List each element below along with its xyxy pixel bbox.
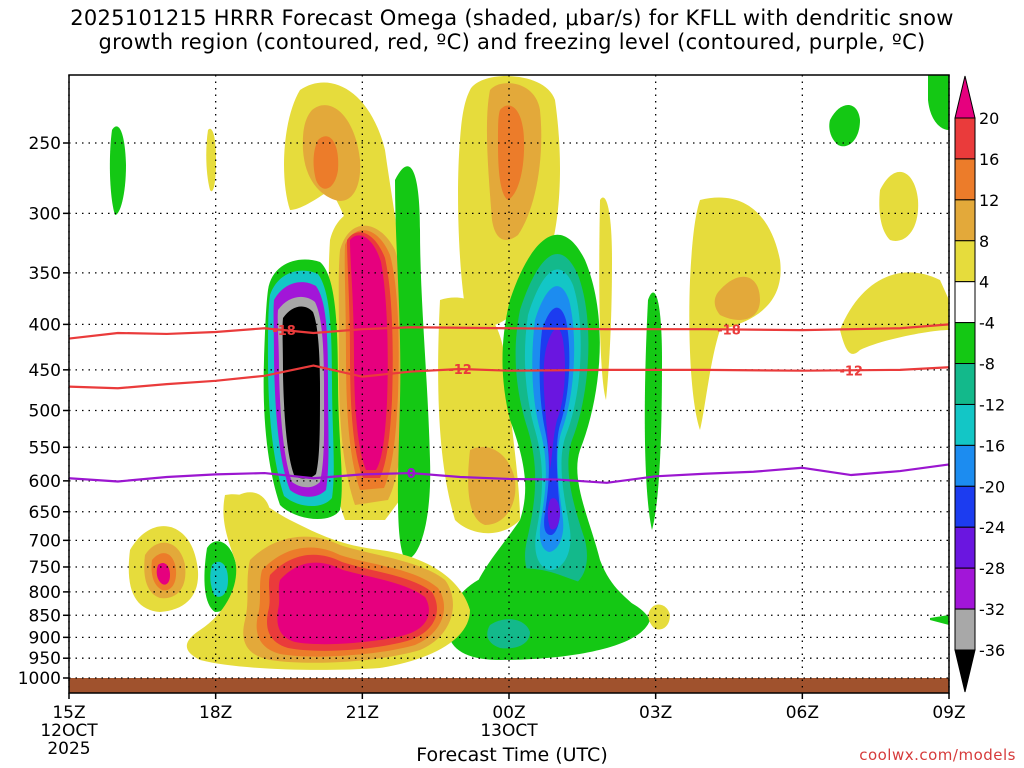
colorbar-label: -28	[979, 559, 1005, 578]
shade-ascent-column-01z	[470, 234, 640, 640]
colorbar: 20 16 12 8 4 -4 -8 -12 -16 -20 -24 -28 -32 -36	[954, 75, 1005, 693]
colorbar-label: -4	[979, 314, 995, 333]
contour-label: -18	[272, 324, 296, 339]
x-tick-label: 18Z	[199, 703, 232, 723]
shade-ascent-blob-18z-inner	[210, 561, 228, 597]
colorbar-label: 12	[979, 191, 999, 210]
shade-descent-right-upper	[840, 272, 949, 354]
y-tick-label: 600	[29, 472, 61, 492]
colorbar-swatch	[954, 199, 976, 242]
x-tick-year: 2025	[47, 739, 90, 759]
colorbar-label: -32	[979, 600, 1005, 619]
colorbar-label: 4	[979, 273, 989, 292]
contour-line	[68, 364, 950, 390]
x-tick-label: 09Z	[932, 703, 965, 723]
colorbar-label: -36	[979, 641, 1005, 660]
colorbar-label: 20	[979, 109, 999, 128]
shade-descent-right-small	[879, 171, 919, 241]
y-tick-label: 750	[29, 558, 61, 578]
colorbar-swatch	[954, 363, 976, 405]
shade-ascent-blob-06z	[829, 105, 860, 147]
shade-thin-ascent-03z	[644, 292, 662, 530]
x-tick-label: 06Z	[786, 703, 819, 723]
y-tick-label: 400	[29, 315, 61, 335]
y-tick-label: 1000	[18, 669, 61, 689]
x-tick-date: 13OCT	[480, 721, 538, 741]
y-tick-label: 450	[29, 361, 61, 381]
shade-descent-blob-inner	[468, 446, 516, 525]
colorbar-label: -12	[979, 395, 1005, 414]
shade-ascent-core-20z	[263, 259, 342, 520]
ground-bar	[69, 678, 949, 693]
contour-line	[68, 323, 950, 340]
colorbar-label: -8	[979, 355, 995, 374]
y-axis: 2503003504004505005506006507007508008509…	[18, 134, 69, 689]
colorbar-swatch	[954, 322, 976, 365]
shade-descent-blob-17z	[128, 526, 199, 612]
y-tick-label: 850	[29, 606, 61, 626]
shading-layer	[69, 75, 949, 693]
shade-ascent-dot-09z	[930, 615, 949, 625]
y-tick-label: 550	[29, 438, 61, 458]
y-tick-label: 900	[29, 628, 61, 648]
contour-layer: -18 -18 -12 -12 0	[68, 323, 950, 484]
colorbar-swatch	[954, 117, 976, 160]
shade-descent-sliver-18z	[206, 128, 216, 192]
contour-label: -12	[448, 363, 472, 378]
y-tick-label: 800	[29, 583, 61, 603]
shade-lowlevel-ascent	[447, 568, 650, 660]
colorbar-bottom-triangle	[954, 649, 976, 693]
colorbar-swatch	[954, 403, 976, 446]
colorbar-label: 8	[979, 232, 989, 251]
x-tick-label: 21Z	[346, 703, 379, 723]
colorbar-swatch	[954, 526, 976, 569]
y-tick-label: 950	[29, 649, 61, 669]
colorbar-top-triangle	[954, 75, 976, 119]
colorbar-label: -16	[979, 436, 1005, 455]
chart-title: 2025101215 HRRR Forecast Omega (shaded, …	[0, 6, 1024, 54]
y-tick-label: 350	[29, 264, 61, 284]
x-tick-label: 15Z	[52, 703, 85, 723]
x-axis-label: Forecast Time (UTC)	[416, 744, 608, 766]
colorbar-label: -20	[979, 477, 1005, 496]
colorbar-swatch	[954, 608, 976, 651]
colorbar-label: 16	[979, 150, 999, 169]
title-line-1: 2025101215 HRRR Forecast Omega (shaded, …	[70, 6, 954, 30]
contour-line	[68, 463, 950, 484]
shade-lowlevel-ascent-inner	[487, 619, 530, 649]
colorbar-swatch	[954, 240, 976, 283]
y-tick-label: 250	[29, 134, 61, 154]
contour-label: 0	[407, 467, 416, 482]
colorbar-swatch	[954, 485, 976, 528]
shade-descent-sliver-19z	[225, 492, 270, 527]
credit-text: coolwx.com/models	[859, 746, 1016, 764]
y-tick-label: 700	[29, 531, 61, 551]
title-line-2: growth region (contoured, red, ºC) and f…	[98, 30, 926, 54]
shade-thin-descent-02z	[599, 197, 612, 400]
y-tick-label: 650	[29, 503, 61, 523]
contour-label: -18	[717, 323, 741, 338]
shade-lowlevel-descent-21z	[186, 494, 470, 670]
y-tick-label: 300	[29, 204, 61, 224]
contour-label: -12	[839, 364, 863, 379]
shade-ascent-blob-09z	[928, 75, 949, 130]
x-tick-label: 03Z	[639, 703, 672, 723]
y-tick-label: 500	[29, 402, 61, 422]
shade-ascent-stripe-22z	[395, 166, 431, 560]
colorbar-swatch	[954, 158, 976, 201]
shade-descent-05z	[689, 197, 781, 430]
colorbar-swatch	[954, 567, 976, 610]
colorbar-swatch	[954, 444, 976, 487]
shade-descent-dot-03z	[648, 604, 670, 630]
x-tick-date: 12OCT	[40, 721, 98, 741]
x-tick-label: 00Z	[492, 703, 525, 723]
colorbar-swatch	[954, 281, 976, 324]
colorbar-label: -24	[979, 518, 1005, 537]
shade-descent-column-21z	[327, 208, 419, 521]
shade-ascent-blob-16z	[109, 126, 126, 215]
